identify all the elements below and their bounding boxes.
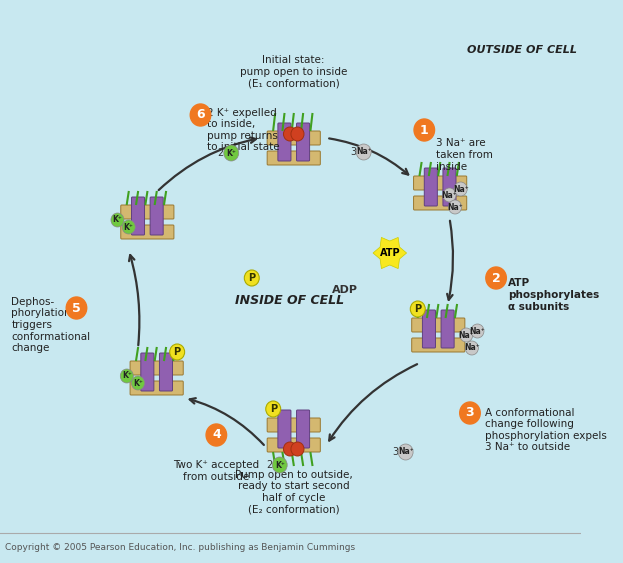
Text: Copyright © 2005 Pearson Education, Inc. publishing as Benjamin Cummings: Copyright © 2005 Pearson Education, Inc.… [4, 543, 354, 552]
Text: K⁺: K⁺ [113, 216, 123, 225]
Circle shape [398, 444, 413, 460]
Text: ATP: ATP [379, 248, 400, 258]
Text: A conformational
change following
phosphorylation expels
3 Na⁺ to outside: A conformational change following phosph… [485, 408, 607, 453]
FancyBboxPatch shape [131, 197, 145, 235]
Text: 3: 3 [392, 447, 398, 457]
Text: Na⁺: Na⁺ [397, 448, 414, 457]
FancyBboxPatch shape [267, 151, 320, 165]
Text: K⁺: K⁺ [124, 222, 133, 231]
FancyBboxPatch shape [297, 123, 310, 161]
Circle shape [131, 376, 145, 390]
Text: 4: 4 [212, 428, 221, 441]
FancyBboxPatch shape [414, 176, 467, 190]
Text: 1: 1 [420, 123, 429, 136]
Text: 3: 3 [465, 406, 474, 419]
Text: P: P [174, 347, 181, 357]
Text: 3: 3 [350, 147, 356, 157]
Circle shape [411, 301, 426, 317]
Circle shape [291, 127, 304, 141]
FancyBboxPatch shape [412, 318, 465, 332]
Circle shape [460, 402, 480, 424]
Circle shape [486, 267, 506, 289]
Circle shape [111, 213, 124, 227]
FancyBboxPatch shape [414, 196, 467, 210]
FancyBboxPatch shape [130, 361, 183, 375]
FancyBboxPatch shape [267, 131, 320, 145]
FancyBboxPatch shape [278, 123, 291, 161]
FancyBboxPatch shape [412, 338, 465, 352]
Text: Na⁺: Na⁺ [459, 330, 474, 339]
Circle shape [449, 200, 462, 214]
Circle shape [244, 270, 259, 286]
Text: P: P [270, 404, 277, 414]
Circle shape [283, 127, 297, 141]
Circle shape [120, 369, 133, 383]
Circle shape [471, 324, 484, 338]
Text: 2: 2 [492, 271, 500, 284]
Circle shape [283, 442, 297, 456]
Circle shape [190, 104, 211, 126]
FancyBboxPatch shape [424, 168, 437, 206]
Text: Na⁺: Na⁺ [453, 185, 468, 194]
Text: Na⁺: Na⁺ [464, 343, 480, 352]
Text: Two K⁺ accepted
from outside: Two K⁺ accepted from outside [173, 460, 259, 481]
Circle shape [443, 188, 456, 202]
Circle shape [460, 328, 473, 342]
Circle shape [206, 424, 227, 446]
Circle shape [169, 344, 184, 360]
Circle shape [465, 341, 478, 355]
Text: Initial state:
pump open to inside
(E₁ conformation): Initial state: pump open to inside (E₁ c… [240, 55, 348, 88]
Circle shape [291, 442, 304, 456]
Text: Na⁺: Na⁺ [356, 148, 371, 157]
Text: 2: 2 [217, 148, 224, 158]
Text: P: P [414, 304, 421, 314]
Text: Na⁺: Na⁺ [442, 190, 457, 199]
FancyBboxPatch shape [141, 353, 154, 391]
Text: 2: 2 [266, 460, 272, 470]
Circle shape [356, 144, 371, 160]
Text: OUTSIDE OF CELL: OUTSIDE OF CELL [467, 45, 577, 55]
Text: 6: 6 [196, 109, 205, 122]
FancyBboxPatch shape [150, 197, 163, 235]
Circle shape [414, 119, 435, 141]
Text: Na⁺: Na⁺ [470, 327, 485, 336]
Text: Na⁺: Na⁺ [447, 203, 463, 212]
Text: ADP: ADP [332, 285, 358, 295]
Circle shape [66, 297, 87, 319]
Text: Dephos-
phorylation
triggers
conformational
change: Dephos- phorylation triggers conformatio… [11, 297, 90, 353]
FancyBboxPatch shape [130, 381, 183, 395]
FancyBboxPatch shape [159, 353, 173, 391]
Text: K⁺: K⁺ [275, 461, 285, 470]
Text: 5: 5 [72, 302, 81, 315]
FancyBboxPatch shape [422, 310, 435, 348]
FancyBboxPatch shape [443, 168, 456, 206]
FancyBboxPatch shape [121, 225, 174, 239]
FancyBboxPatch shape [278, 410, 291, 448]
Text: K⁺: K⁺ [122, 372, 131, 381]
FancyBboxPatch shape [121, 205, 174, 219]
Text: ATP
phosphorylates
α subunits: ATP phosphorylates α subunits [508, 278, 599, 311]
FancyBboxPatch shape [267, 438, 320, 452]
Text: K⁺: K⁺ [133, 378, 143, 387]
Text: K⁺: K⁺ [226, 149, 236, 158]
Circle shape [224, 145, 239, 161]
Polygon shape [373, 238, 407, 269]
Circle shape [266, 401, 281, 417]
Circle shape [272, 457, 287, 473]
Text: Pump open to outside,
ready to start second
half of cycle
(E₂ conformation): Pump open to outside, ready to start sec… [235, 470, 353, 515]
Text: 3 Na⁺ are
taken from
inside: 3 Na⁺ are taken from inside [437, 138, 493, 172]
FancyBboxPatch shape [267, 418, 320, 432]
FancyBboxPatch shape [297, 410, 310, 448]
Text: P: P [248, 273, 255, 283]
FancyBboxPatch shape [441, 310, 454, 348]
Circle shape [122, 220, 135, 234]
Text: 2 K⁺ expelled
to inside,
pump returns
to initial state: 2 K⁺ expelled to inside, pump returns to… [207, 108, 280, 153]
Circle shape [454, 182, 467, 196]
Text: INSIDE OF CELL: INSIDE OF CELL [234, 293, 344, 306]
